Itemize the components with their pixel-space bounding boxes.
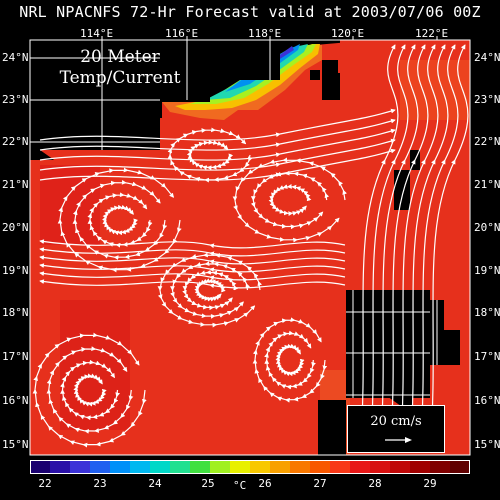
eddy-streamline [167, 127, 253, 183]
lat-label-left-15n: 15°N [2, 438, 29, 451]
lat-label-right-22n: 22°N [474, 135, 500, 148]
colorbar-swatch [70, 460, 91, 474]
colorbar-swatch [30, 460, 51, 474]
map-layer-label-line2: Temp/Current [59, 68, 181, 88]
colorbar-swatch [270, 460, 291, 474]
colorbar-swatch [330, 460, 351, 474]
eddy-streamline [32, 332, 147, 448]
colorbar-swatch [350, 460, 371, 474]
colorbar-swatch [130, 460, 151, 474]
map-title: NRL NPACNFS 72-Hr Forecast valid at 2003… [19, 3, 481, 21]
colorbar-label-23: 23 [93, 477, 107, 490]
lat-label-right-17n: 17°N [474, 350, 500, 363]
lat-label-left-20n: 20°N [2, 221, 29, 234]
colorbar-swatch [370, 460, 391, 474]
colorbar-swatch [410, 460, 431, 474]
coastal-streamline [389, 44, 429, 451]
westward-streamline [39, 239, 346, 249]
lat-label-left-17n: 17°N [2, 350, 29, 363]
lat-label-left-16n: 16°N [2, 394, 29, 407]
reference-arrow-icon [385, 437, 412, 443]
lat-label-right-18n: 18°N [474, 306, 500, 319]
coastal-streamline [409, 44, 449, 451]
colorbar-swatch [170, 460, 191, 474]
westward-streamline [39, 255, 346, 265]
colorbar-swatch [310, 460, 331, 474]
northern-streamline [39, 138, 396, 171]
westward-streamline [39, 247, 346, 257]
colorbar-label-28: 28 [368, 477, 382, 490]
northern-streamline [39, 148, 396, 181]
coastal-streamline [399, 44, 439, 451]
colorbar-swatch [110, 460, 131, 474]
lat-label-left-24n: 24°N [2, 51, 29, 64]
colorbar-label-22: 22 [38, 477, 52, 490]
westward-streamline [39, 263, 346, 273]
colorbar-swatch [150, 460, 171, 474]
colorbar-label-24: 24 [148, 477, 162, 490]
northern-streamline [39, 118, 396, 151]
current-streamlines [32, 44, 469, 451]
lat-label-left-19n: 19°N [2, 264, 29, 277]
lon-label-122e: 122°E [415, 27, 449, 40]
colorbar-swatch [250, 460, 271, 474]
colorbar-label-29: 29 [423, 477, 437, 490]
northern-streamline [39, 128, 396, 161]
lat-label-right-19n: 19°N [474, 264, 500, 277]
lat-label-left-23n: 23°N [2, 93, 29, 106]
colorbar-unit: °C [233, 479, 247, 492]
lon-label-116e: 116°E [165, 27, 199, 40]
colorbar-swatch [450, 460, 470, 474]
lat-label-right-24n: 24°N [474, 51, 500, 64]
colorbar-swatch [210, 460, 231, 474]
northern-streamline [39, 108, 396, 141]
colorbar-label-27: 27 [313, 477, 327, 490]
colorbar-swatch [190, 460, 211, 474]
map-layer-label: 20 Meter Temp/Current [50, 47, 190, 89]
lat-label-right-23n: 23°N [474, 93, 500, 106]
reference-vector-box: 20 cm/s [347, 405, 445, 453]
lat-label-right-20n: 20°N [474, 221, 500, 234]
reference-vector-label: 20 cm/s [370, 414, 422, 429]
colorbar-swatch [90, 460, 111, 474]
lon-label-118e: 118°E [248, 27, 282, 40]
map-layer-label-line1: 20 Meter [80, 47, 160, 67]
colorbar-swatch [290, 460, 311, 474]
coastal-streamline [419, 44, 459, 451]
colorbar-swatch [50, 460, 71, 474]
coastal-streamline [429, 44, 469, 451]
lat-label-right-15n: 15°N [474, 438, 500, 451]
colorbar-label-25: 25 [201, 477, 215, 490]
lon-label-114e: 114°E [80, 27, 114, 40]
lat-label-left-22n: 22°N [2, 135, 29, 148]
lat-label-left-21n: 21°N [2, 178, 29, 191]
westward-streamline [39, 271, 346, 281]
colorbar-swatch [390, 460, 411, 474]
lat-label-right-16n: 16°N [474, 394, 500, 407]
lat-label-right-21n: 21°N [474, 178, 500, 191]
colorbar-label-26: 26 [258, 477, 272, 490]
coastal-streamline [379, 44, 419, 451]
westward-streamline [39, 279, 346, 289]
colorbar-frame [30, 460, 470, 474]
lat-label-left-18n: 18°N [2, 306, 29, 319]
colorbar-swatch [230, 460, 251, 474]
eddy-streamline [252, 317, 328, 403]
colorbar-swatch [430, 460, 451, 474]
lon-label-120e: 120°E [331, 27, 365, 40]
temperature-colorbar [30, 460, 470, 474]
